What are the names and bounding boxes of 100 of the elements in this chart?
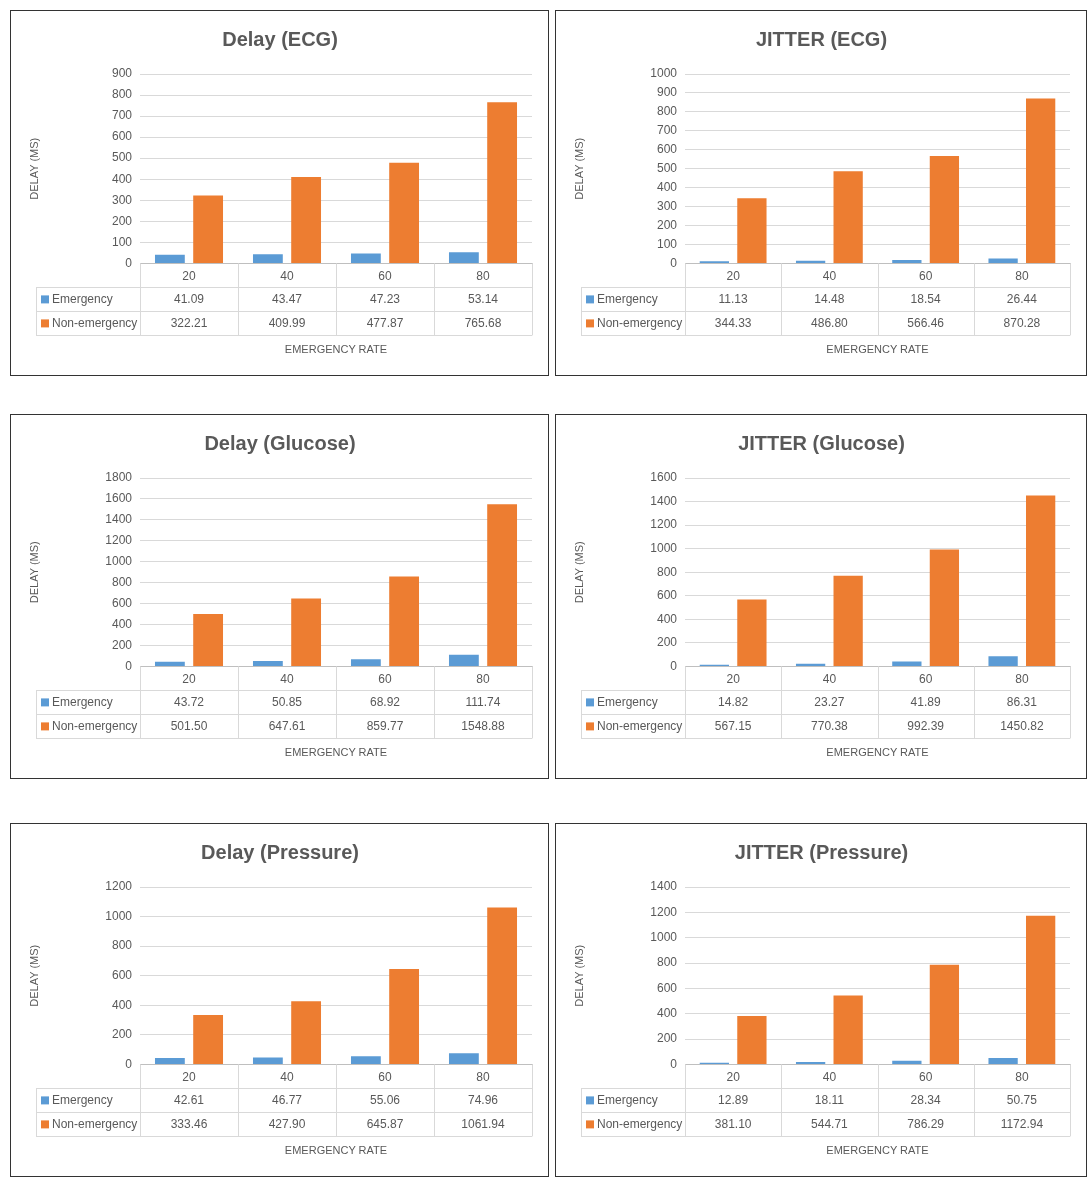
y-tick-label: 500 — [656, 161, 678, 176]
y-tick-label: 200 — [111, 213, 133, 228]
y-axis-title: DELAY (MS) — [27, 944, 40, 1007]
y-tick-label: 900 — [656, 85, 678, 100]
data-label: 41.09 — [173, 291, 205, 306]
data-label: 566.46 — [907, 315, 945, 330]
data-label: 47.23 — [369, 291, 401, 306]
x-tick-label: 20 — [182, 671, 196, 686]
bar — [350, 1056, 381, 1064]
x-tick-label: 80 — [1015, 1069, 1029, 1084]
y-tick-label: 200 — [111, 637, 133, 652]
bar — [1026, 98, 1056, 263]
y-tick-label: 900 — [111, 66, 133, 81]
y-tick-label: 1000 — [105, 908, 133, 923]
data-label: 765.68 — [464, 315, 502, 330]
bar — [487, 504, 518, 666]
legend-label: Emergency — [52, 291, 113, 306]
bar — [1026, 915, 1056, 1064]
data-label: 1061.94 — [461, 1116, 506, 1131]
y-tick-label: 1600 — [650, 470, 678, 485]
bar — [350, 253, 381, 263]
y-tick-label: 1400 — [650, 493, 678, 508]
y-tick-label: 100 — [656, 236, 678, 251]
y-tick-label: 800 — [656, 564, 678, 579]
data-label: 333.46 — [170, 1116, 208, 1131]
y-tick-label: 1000 — [650, 540, 678, 555]
y-tick-label: 1000 — [650, 930, 678, 944]
x-tick-label: 20 — [726, 671, 741, 686]
x-tick-label: 20 — [726, 268, 741, 283]
x-tick-label: 20 — [182, 1069, 196, 1084]
data-label: 50.85 — [271, 694, 303, 709]
bar — [833, 575, 863, 666]
data-label: 645.87 — [366, 1116, 404, 1131]
y-axis-title: DELAY (MS) — [27, 137, 40, 200]
data-label: 43.47 — [271, 291, 303, 306]
x-tick-label: 40 — [822, 671, 837, 686]
data-label: 14.48 — [814, 291, 845, 306]
bar — [291, 177, 322, 263]
chart-title: Delay (ECG) — [222, 27, 338, 50]
bar — [252, 661, 283, 666]
y-tick-label: 1400 — [650, 879, 678, 894]
bar — [389, 968, 420, 1064]
y-tick-label: 0 — [125, 1056, 133, 1071]
y-axis-title: DELAY (MS) — [27, 541, 40, 604]
data-label: 55.06 — [369, 1092, 401, 1107]
y-tick-label: 200 — [656, 1031, 678, 1046]
legend-label: Non-emergency — [52, 315, 138, 330]
x-tick-label: 60 — [918, 671, 933, 686]
bar — [193, 1015, 224, 1064]
bar — [892, 661, 922, 666]
y-tick-label: 1600 — [105, 491, 133, 506]
y-tick-label: 0 — [670, 255, 678, 270]
x-tick-label: 60 — [378, 671, 392, 686]
bar — [448, 654, 479, 666]
data-label: 53.14 — [467, 291, 499, 306]
bar — [833, 171, 863, 263]
data-label: 11.13 — [718, 291, 749, 306]
x-axis-title: EMERGENCY RATE — [826, 746, 929, 759]
y-tick-label: 1200 — [650, 904, 678, 919]
y-tick-label: 1400 — [105, 512, 133, 527]
data-label: 42.61 — [173, 1092, 205, 1107]
bar — [154, 1058, 185, 1064]
x-axis-title: EMERGENCY RATE — [826, 343, 929, 356]
y-tick-label: 100 — [111, 234, 133, 249]
y-tick-label: 500 — [111, 150, 133, 165]
data-label: 23.27 — [814, 694, 845, 709]
y-tick-label: 200 — [656, 635, 678, 650]
chart-title: Delay (Pressure) — [201, 840, 359, 863]
data-label: 770.38 — [811, 718, 849, 733]
legend-label: Emergency — [52, 1092, 113, 1107]
data-label: 477.87 — [366, 315, 404, 330]
y-tick-label: 600 — [656, 142, 678, 157]
y-tick-label: 600 — [111, 595, 133, 610]
y-tick-label: 600 — [111, 968, 133, 983]
data-label: 1450.82 — [1000, 718, 1044, 733]
data-label: 1172.94 — [1000, 1116, 1044, 1131]
data-label: 12.89 — [718, 1092, 749, 1107]
chart-title: JITTER (Glucose) — [738, 431, 905, 454]
y-tick-label: 700 — [111, 108, 133, 123]
legend-label: Emergency — [52, 694, 113, 709]
data-label: 1548.88 — [461, 718, 506, 733]
y-tick-label: 400 — [656, 611, 678, 626]
x-tick-label: 40 — [822, 1069, 837, 1084]
data-label: 18.54 — [910, 291, 941, 306]
data-label: 28.34 — [910, 1092, 941, 1107]
legend-label: Emergency — [597, 1092, 658, 1107]
bar — [1026, 495, 1056, 666]
y-tick-label: 200 — [656, 217, 678, 232]
y-tick-label: 400 — [656, 1006, 678, 1021]
bar — [487, 102, 518, 263]
data-label: 786.29 — [907, 1116, 945, 1131]
y-axis-title: DELAY (MS) — [572, 137, 585, 200]
x-axis-title: EMERGENCY RATE — [284, 343, 388, 356]
y-tick-label: 1200 — [105, 533, 133, 548]
x-tick-label: 40 — [280, 671, 294, 686]
bar — [929, 964, 960, 1064]
bar — [988, 656, 1018, 666]
chart-title: Delay (Glucose) — [204, 431, 356, 454]
y-tick-label: 1200 — [650, 517, 678, 532]
y-tick-label: 1800 — [105, 470, 133, 485]
